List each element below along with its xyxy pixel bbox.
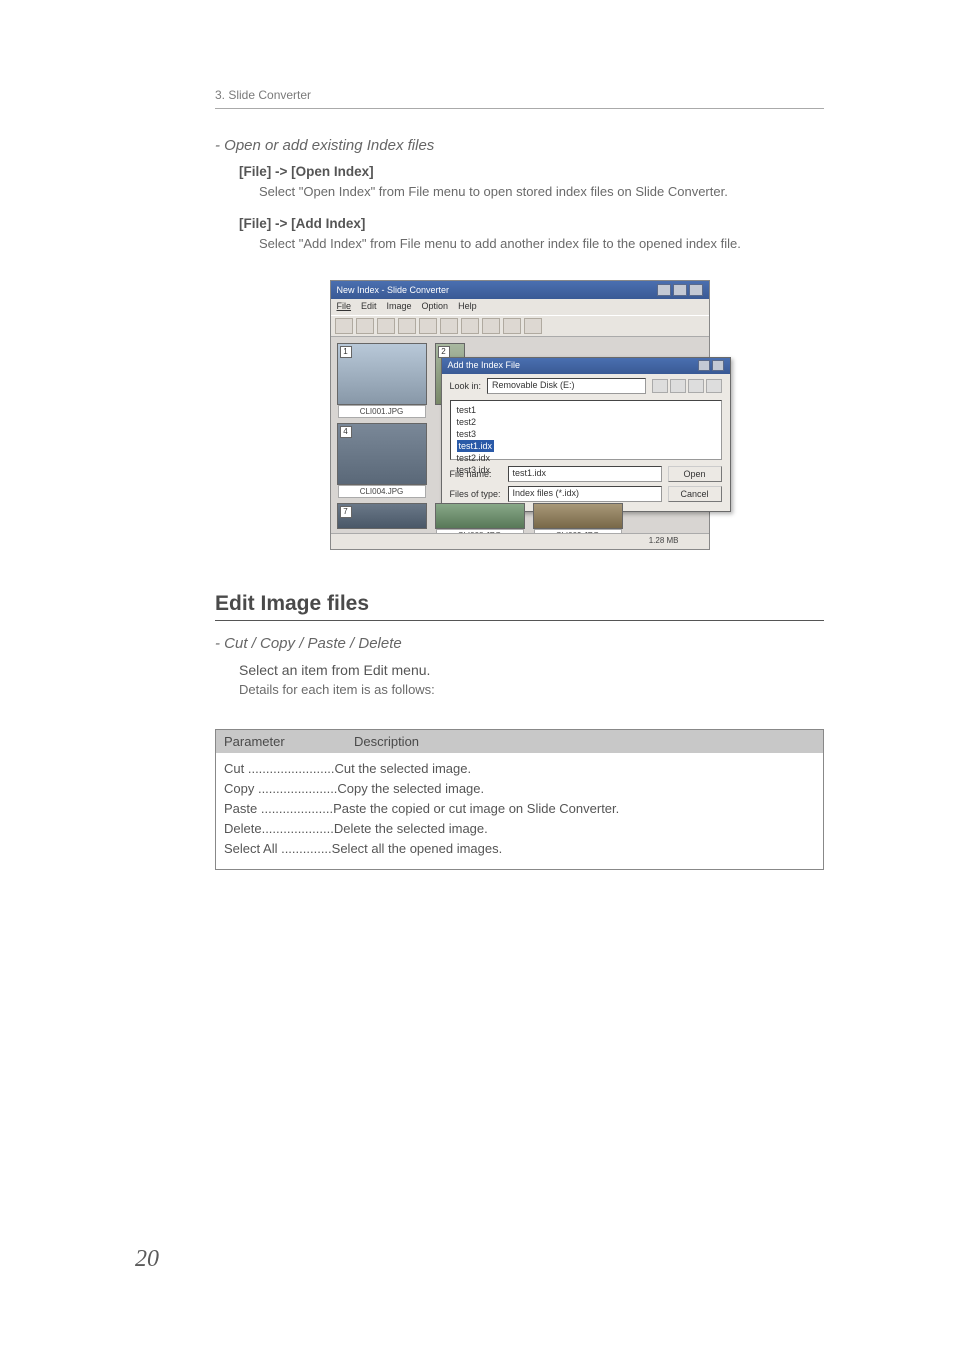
cut-copy-paste-heading: - Cut / Copy / Paste / Delete	[215, 635, 824, 652]
views-icon[interactable]	[706, 379, 722, 393]
parameter-table: Parameter Description Cut ..............…	[215, 729, 824, 871]
thumbnail[interactable]: CLI008.JPG	[435, 503, 525, 529]
add-index-title: [File] -> [Add Index]	[239, 216, 824, 231]
status-bar: 1.28 MB	[331, 533, 709, 549]
thumbnail[interactable]: 7	[337, 503, 427, 529]
cancel-button[interactable]: Cancel	[668, 486, 722, 502]
param-desc: Cut the selected image.	[335, 759, 472, 779]
filename-label: File name:	[450, 469, 502, 479]
select-item-line: Select an item from Edit menu.	[239, 662, 824, 678]
toolbar-button[interactable]	[461, 318, 479, 334]
param-label: Delete....................	[224, 819, 334, 839]
dialog-close-icon[interactable]	[712, 360, 724, 371]
thumb-number: 7	[340, 506, 352, 518]
app-window: New Index - Slide Converter File Edit Im…	[330, 280, 710, 550]
table-row: Select All .............. Select all the…	[224, 839, 815, 859]
param-label: Cut ........................	[224, 759, 335, 779]
menu-edit[interactable]: Edit	[361, 301, 377, 313]
toolbar-button[interactable]	[398, 318, 416, 334]
thumbnail[interactable]: CLI009.JPG	[533, 503, 623, 529]
toolbar-button[interactable]	[335, 318, 353, 334]
param-label: Paste ....................	[224, 799, 333, 819]
edit-image-heading: Edit Image files	[215, 592, 824, 616]
open-index-body: Select "Open Index" from File menu to op…	[259, 183, 824, 202]
chapter-label: 3. Slide Converter	[215, 88, 824, 102]
file-dialog: Add the Index File Look in: Removable Di…	[441, 357, 731, 512]
lookin-label: Look in:	[450, 381, 482, 391]
lookin-field[interactable]: Removable Disk (E:)	[487, 378, 645, 394]
param-label: Copy ......................	[224, 779, 337, 799]
toolbar-button[interactable]	[356, 318, 374, 334]
toolbar-button[interactable]	[524, 318, 542, 334]
table-header-parameter: Parameter	[224, 734, 354, 749]
minimize-icon[interactable]	[657, 284, 671, 296]
maximize-icon[interactable]	[673, 284, 687, 296]
thumbnail-area: 1 CLI001.JPG 4 CLI004.JPG 7 2 Add th	[331, 337, 709, 535]
thumb-number: 4	[340, 426, 352, 438]
filetype-label: Files of type:	[450, 489, 502, 499]
menu-file[interactable]: File	[337, 301, 352, 313]
table-row: Copy ...................... Copy the sel…	[224, 779, 815, 799]
file-item-selected[interactable]: test1.idx	[457, 440, 495, 452]
thumbnail[interactable]: 1 CLI001.JPG	[337, 343, 427, 405]
table-row: Delete.................... Delete the se…	[224, 819, 815, 839]
screenshot-container: New Index - Slide Converter File Edit Im…	[215, 280, 824, 550]
file-item[interactable]: test2	[457, 416, 715, 428]
open-index-title: [File] -> [Open Index]	[239, 164, 824, 179]
table-row: Paste .................... Paste the cop…	[224, 799, 815, 819]
thumb-label: CLI001.JPG	[338, 405, 426, 418]
param-desc: Paste the copied or cut image on Slide C…	[333, 799, 619, 819]
param-desc: Copy the selected image.	[337, 779, 484, 799]
up-icon[interactable]	[670, 379, 686, 393]
dialog-titlebar: Add the Index File	[442, 358, 730, 374]
menu-option[interactable]: Option	[422, 301, 449, 313]
filename-field[interactable]: test1.idx	[508, 466, 662, 482]
add-index-body: Select "Add Index" from File menu to add…	[259, 235, 824, 254]
open-button[interactable]: Open	[668, 466, 722, 482]
close-icon[interactable]	[689, 284, 703, 296]
param-desc: Delete the selected image.	[334, 819, 488, 839]
table-header: Parameter Description	[216, 730, 823, 753]
dialog-help-icon[interactable]	[698, 360, 710, 371]
toolbar-button[interactable]	[377, 318, 395, 334]
back-icon[interactable]	[652, 379, 668, 393]
page-number: 20	[135, 1246, 159, 1273]
table-body: Cut ........................ Cut the sel…	[216, 753, 823, 870]
toolbar	[331, 315, 709, 337]
window-title: New Index - Slide Converter	[337, 285, 450, 295]
toolbar-button[interactable]	[440, 318, 458, 334]
file-item[interactable]: test1	[457, 404, 715, 416]
section-open-add-heading: - Open or add existing Index files	[215, 137, 824, 154]
toolbar-button[interactable]	[503, 318, 521, 334]
file-item[interactable]: test3	[457, 428, 715, 440]
details-line: Details for each item is as follows:	[239, 682, 824, 697]
window-titlebar: New Index - Slide Converter	[331, 281, 709, 299]
thumbnail[interactable]: 4 CLI004.JPG	[337, 423, 427, 485]
thumb-number: 1	[340, 346, 352, 358]
edit-image-underline	[215, 620, 824, 621]
table-row: Cut ........................ Cut the sel…	[224, 759, 815, 779]
window-buttons	[657, 284, 703, 296]
table-header-description: Description	[354, 734, 419, 749]
param-label: Select All ..............	[224, 839, 332, 859]
lookin-row: Look in: Removable Disk (E:)	[442, 374, 730, 398]
toolbar-button[interactable]	[419, 318, 437, 334]
thumb-label: CLI004.JPG	[338, 485, 426, 498]
menubar: File Edit Image Option Help	[331, 299, 709, 315]
file-list[interactable]: test1 test2 test3 test1.idx test2.idx te…	[450, 400, 722, 460]
menu-help[interactable]: Help	[458, 301, 477, 313]
menu-image[interactable]: Image	[387, 301, 412, 313]
toolbar-button[interactable]	[482, 318, 500, 334]
dialog-title: Add the Index File	[448, 360, 521, 372]
filetype-field[interactable]: Index files (*.idx)	[508, 486, 662, 502]
chapter-underline	[215, 108, 824, 109]
newfolder-icon[interactable]	[688, 379, 704, 393]
param-desc: Select all the opened images.	[332, 839, 503, 859]
